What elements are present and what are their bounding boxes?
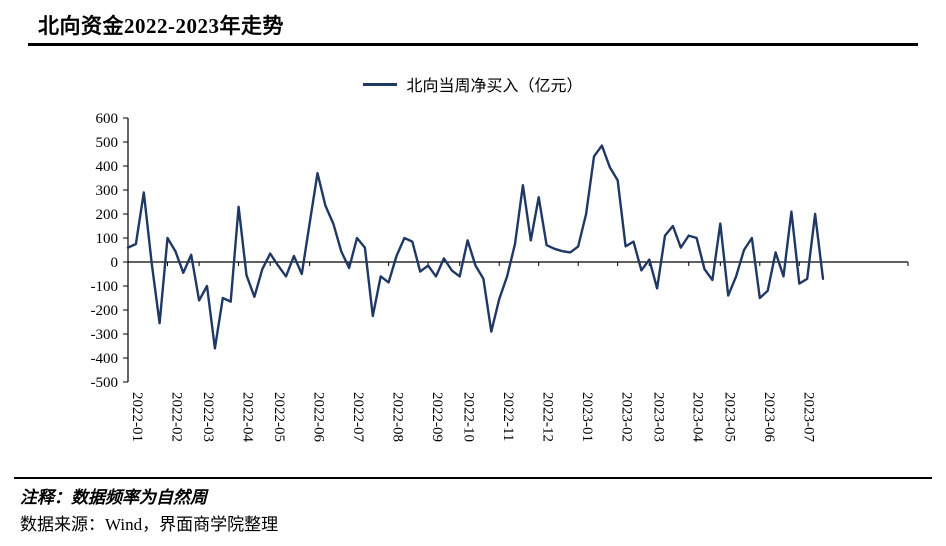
svg-text:0: 0 xyxy=(111,255,119,271)
svg-text:2022-02: 2022-02 xyxy=(168,392,184,442)
svg-text:2023-06: 2023-06 xyxy=(761,392,777,442)
svg-text:2022-06: 2022-06 xyxy=(311,392,327,442)
svg-text:2022-07: 2022-07 xyxy=(350,392,366,442)
svg-text:2023-03: 2023-03 xyxy=(650,392,666,442)
footer-divider xyxy=(14,477,932,479)
svg-text:-100: -100 xyxy=(91,279,119,295)
svg-text:-400: -400 xyxy=(91,351,119,367)
svg-text:2022-12: 2022-12 xyxy=(540,392,556,442)
svg-text:2022-10: 2022-10 xyxy=(461,392,477,442)
svg-text:500: 500 xyxy=(96,135,119,151)
svg-text:2022-09: 2022-09 xyxy=(429,392,445,442)
svg-text:200: 200 xyxy=(96,207,119,223)
legend-line-icon xyxy=(363,82,398,86)
svg-text:2023-05: 2023-05 xyxy=(721,392,737,442)
svg-text:300: 300 xyxy=(96,183,119,199)
svg-text:-300: -300 xyxy=(91,327,119,343)
svg-text:2022-03: 2022-03 xyxy=(200,392,216,442)
svg-text:2022-05: 2022-05 xyxy=(271,392,287,442)
svg-text:-200: -200 xyxy=(91,303,119,319)
svg-text:600: 600 xyxy=(96,111,119,127)
svg-text:2022-08: 2022-08 xyxy=(390,392,406,442)
svg-text:2022-01: 2022-01 xyxy=(129,392,145,442)
svg-text:2023-02: 2023-02 xyxy=(619,392,635,442)
svg-text:2023-04: 2023-04 xyxy=(690,392,706,442)
chart-title: 北向资金2022-2023年走势 xyxy=(38,14,284,38)
svg-text:2023-01: 2023-01 xyxy=(579,392,595,442)
svg-text:400: 400 xyxy=(96,159,119,175)
svg-text:2022-04: 2022-04 xyxy=(240,392,256,442)
svg-text:-500: -500 xyxy=(91,375,119,391)
chart-legend: 北向当周净买入（亿元） xyxy=(0,72,946,96)
svg-text:100: 100 xyxy=(96,231,119,247)
svg-text:2022-11: 2022-11 xyxy=(500,392,516,441)
svg-text:2023-07: 2023-07 xyxy=(800,392,816,442)
line-chart: 600 500 400 300 200 100 0 -100 -200 -300 -400 -500 2… xyxy=(91,111,909,442)
title-underline xyxy=(28,43,918,46)
legend-label: 北向当周净买入（亿元） xyxy=(406,78,583,95)
note-text: 注释：数据频率为自然周 xyxy=(20,488,207,507)
source-text: 数据来源：Wind，界面商学院整理 xyxy=(20,515,279,534)
